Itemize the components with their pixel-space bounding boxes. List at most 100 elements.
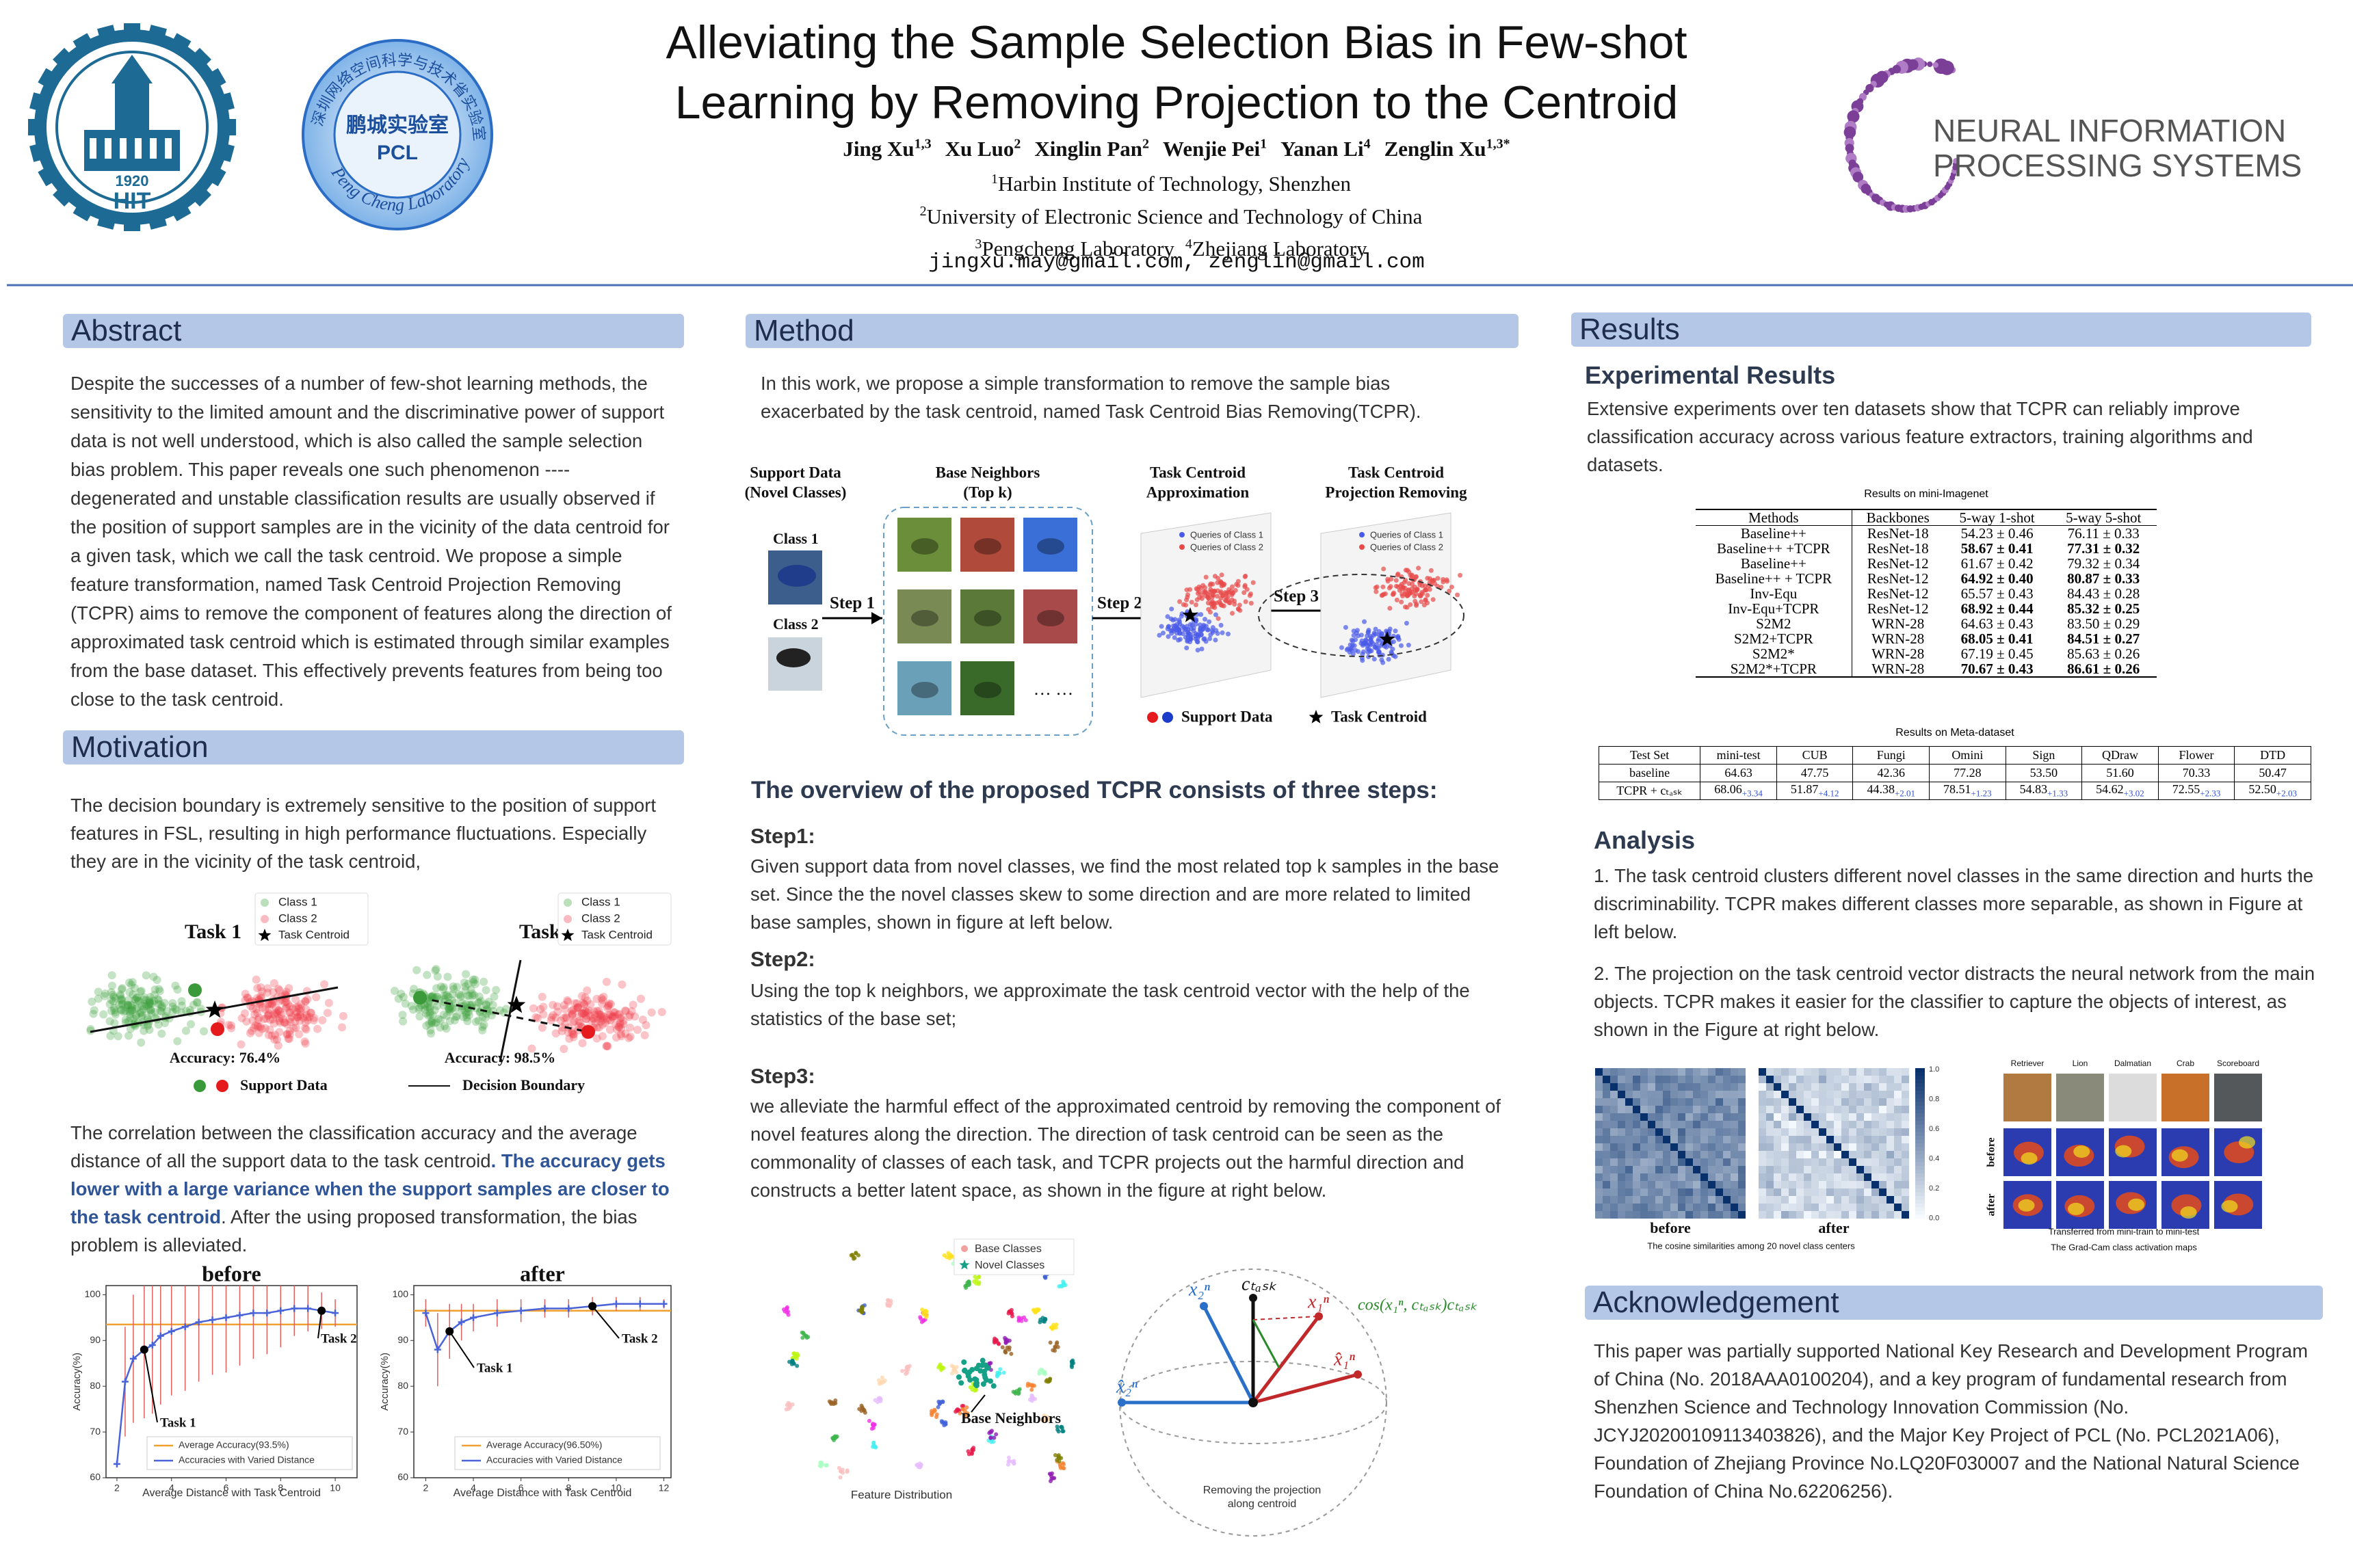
tsne-dot	[1043, 1275, 1048, 1280]
tsne-dot	[791, 1351, 796, 1356]
heatmap-cell	[1879, 1143, 1887, 1151]
heatmap-cell	[1856, 1166, 1864, 1173]
gradcam-warm	[2171, 1149, 2188, 1162]
heatmap-cell	[1841, 1204, 1849, 1211]
scatter-dot	[603, 1011, 612, 1020]
heatmap-cell	[1902, 1076, 1909, 1083]
heatmap-cell	[1819, 1091, 1826, 1098]
scatter-dot	[581, 1007, 590, 1016]
heatmap-cell	[1663, 1211, 1670, 1219]
query-dot	[1201, 637, 1207, 642]
heatmap-cell	[1731, 1188, 1738, 1196]
heatmap-cell	[1648, 1158, 1655, 1166]
heatmap-cell	[1781, 1128, 1789, 1136]
table-cell: 78.51+1.23	[1929, 782, 2006, 800]
heatmap-cell	[1655, 1158, 1663, 1166]
heatmap-cell	[1685, 1083, 1693, 1091]
scatter-dot	[224, 1020, 233, 1029]
heatmap-cell	[1849, 1076, 1856, 1083]
scatter-dot	[615, 1009, 624, 1018]
scatter-dot	[301, 1018, 310, 1027]
heatmap-cell	[1670, 1173, 1678, 1181]
row-label: after	[1986, 1194, 1997, 1217]
scatter-dot	[582, 1015, 591, 1024]
heatmap-cell	[1663, 1106, 1670, 1113]
scatter-dot	[131, 996, 140, 1005]
query-dot	[1248, 600, 1254, 606]
heatmap-cell	[1871, 1068, 1879, 1076]
heatmap-cell	[1731, 1181, 1738, 1188]
heatmap-cell	[1879, 1196, 1887, 1204]
heatmap-cell	[1841, 1128, 1849, 1136]
point-marker	[304, 1305, 312, 1312]
legend-label: Queries of Class 1	[1190, 529, 1263, 540]
scatter-dot	[172, 1006, 181, 1015]
scatter-dot	[263, 984, 272, 993]
gradcam-image	[2003, 1074, 2051, 1121]
heatmap-cell	[1723, 1181, 1731, 1188]
scatter-dot	[118, 1000, 127, 1009]
heatmap-cell	[1678, 1083, 1685, 1091]
heatmap-cell	[1723, 1173, 1731, 1181]
heatmap-cell	[1774, 1188, 1781, 1196]
scatter-dot	[241, 989, 250, 998]
figure-caption: Transferred from mini-train to mini-test	[2049, 1226, 2200, 1236]
scatter-dot	[137, 1008, 146, 1017]
tsne-dot	[786, 1400, 791, 1405]
query-dot	[1205, 627, 1210, 633]
table-cell: 58.67 ± 0.41	[1960, 540, 2034, 557]
scatter-dot	[436, 1015, 445, 1024]
heatmap-cell	[1879, 1173, 1887, 1181]
scatter-dot	[145, 1025, 154, 1034]
heatmap-cell	[1789, 1113, 1796, 1121]
scatter-dot	[242, 1017, 251, 1026]
tsne-dot	[930, 1410, 935, 1415]
heatmap-cell	[1708, 1211, 1716, 1219]
heatmap-cell	[1738, 1181, 1746, 1188]
annotation: Task 2	[321, 1331, 357, 1346]
heatmap-cell	[1774, 1106, 1781, 1113]
heatmap-cell	[1796, 1166, 1804, 1173]
heatmap-cell	[1811, 1076, 1819, 1083]
scatter-dot	[472, 1004, 481, 1013]
bird	[778, 565, 816, 587]
heatmap-cell	[1789, 1068, 1796, 1076]
tsne-dot	[795, 1364, 800, 1368]
scatter-dot	[553, 1007, 562, 1016]
query-dot	[1185, 594, 1190, 600]
heatmap-cell	[1663, 1136, 1670, 1143]
tsne-dot	[1000, 1345, 1005, 1350]
heatmap-cell	[1595, 1136, 1603, 1143]
scatter-dot	[605, 999, 614, 1008]
table-cell: WRN-28	[1871, 646, 1925, 662]
support-dot	[413, 991, 427, 1005]
scatter-dot	[127, 1003, 136, 1012]
heatmap-cell	[1789, 1098, 1796, 1106]
heatmap-cell	[1766, 1136, 1774, 1143]
scatter-dot	[415, 1005, 423, 1013]
support-dot	[211, 1022, 224, 1036]
table-cell: WRN-28	[1871, 615, 1925, 632]
scatter-dot	[445, 1005, 453, 1013]
heatmap-cell	[1766, 1083, 1774, 1091]
heatmap-cell	[1887, 1143, 1894, 1151]
heatmap-cell	[1774, 1068, 1781, 1076]
heatmap-cell	[1640, 1128, 1648, 1136]
heatmap-cell	[1610, 1188, 1618, 1196]
scatter-dot	[436, 982, 445, 991]
scatter-dot	[454, 990, 463, 999]
heatmap-cell	[1796, 1068, 1804, 1076]
heatmap-cell	[1633, 1113, 1640, 1121]
scatter-dot	[227, 1024, 236, 1033]
heatmap-cell	[1826, 1098, 1834, 1106]
query-dot	[1414, 601, 1419, 607]
heatmap-cell	[1894, 1083, 1902, 1091]
heatmap-cell	[1759, 1211, 1766, 1219]
heatmap-cell	[1766, 1121, 1774, 1128]
tsne-dot	[824, 1463, 829, 1467]
scatter-dot	[591, 1018, 600, 1027]
gradcam-warm	[2021, 1152, 2038, 1165]
heatmap-cell	[1595, 1158, 1603, 1166]
heatmap-cell	[1781, 1173, 1789, 1181]
heatmap-cell	[1796, 1158, 1804, 1166]
